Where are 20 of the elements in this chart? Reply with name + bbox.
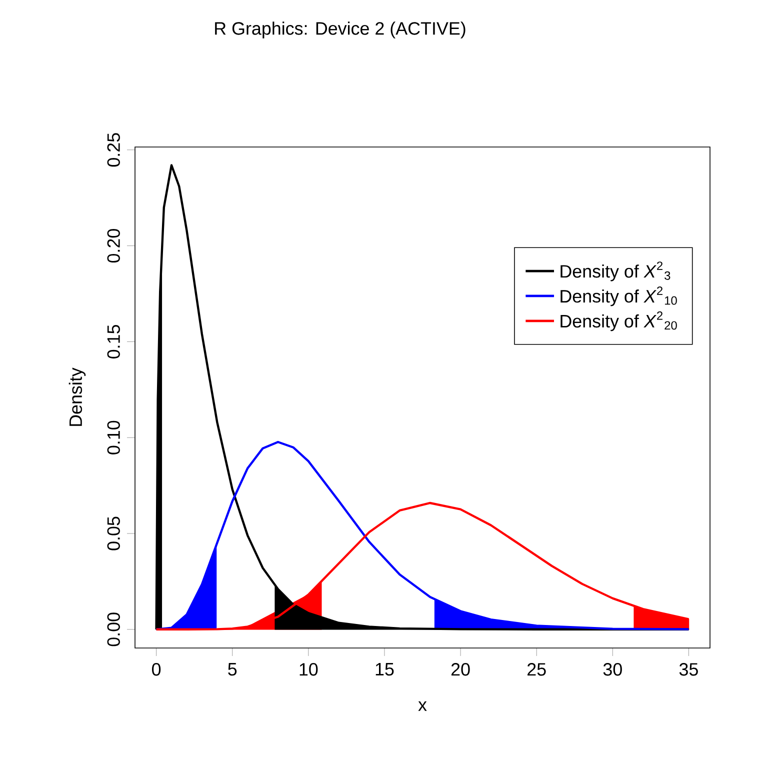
x-tick-label: 30 — [603, 663, 622, 676]
y-tick-label: 0.25 — [107, 133, 120, 167]
y-tick-label: 0.00 — [107, 612, 120, 646]
x-tick-label: 15 — [376, 663, 394, 676]
legend-label: Density of X$^{2}$20 — [560, 311, 677, 332]
y-tick-label: 0.15 — [107, 324, 120, 358]
y-tick-label: 0.20 — [107, 229, 120, 263]
x-tick-label: 35 — [679, 663, 698, 676]
x-tick-label: 25 — [528, 663, 546, 676]
y-axis-title: Density — [68, 368, 86, 426]
legend-label: Density of X$^{2}$3 — [560, 262, 670, 282]
x-axis-title: x — [418, 701, 427, 711]
y-tick-label: 0.05 — [107, 516, 120, 550]
x-tick-label: 10 — [300, 663, 318, 676]
x-tick-label: 5 — [228, 663, 237, 676]
x-tick-label: 0 — [152, 663, 161, 676]
legend-label: Density of X$^{2}$10 — [560, 286, 677, 306]
x-tick-label: 20 — [451, 663, 470, 676]
chart-title: R Graphics: Device 2 (ACTIVE) — [215, 22, 466, 38]
y-tick-label: 0.10 — [107, 420, 120, 454]
